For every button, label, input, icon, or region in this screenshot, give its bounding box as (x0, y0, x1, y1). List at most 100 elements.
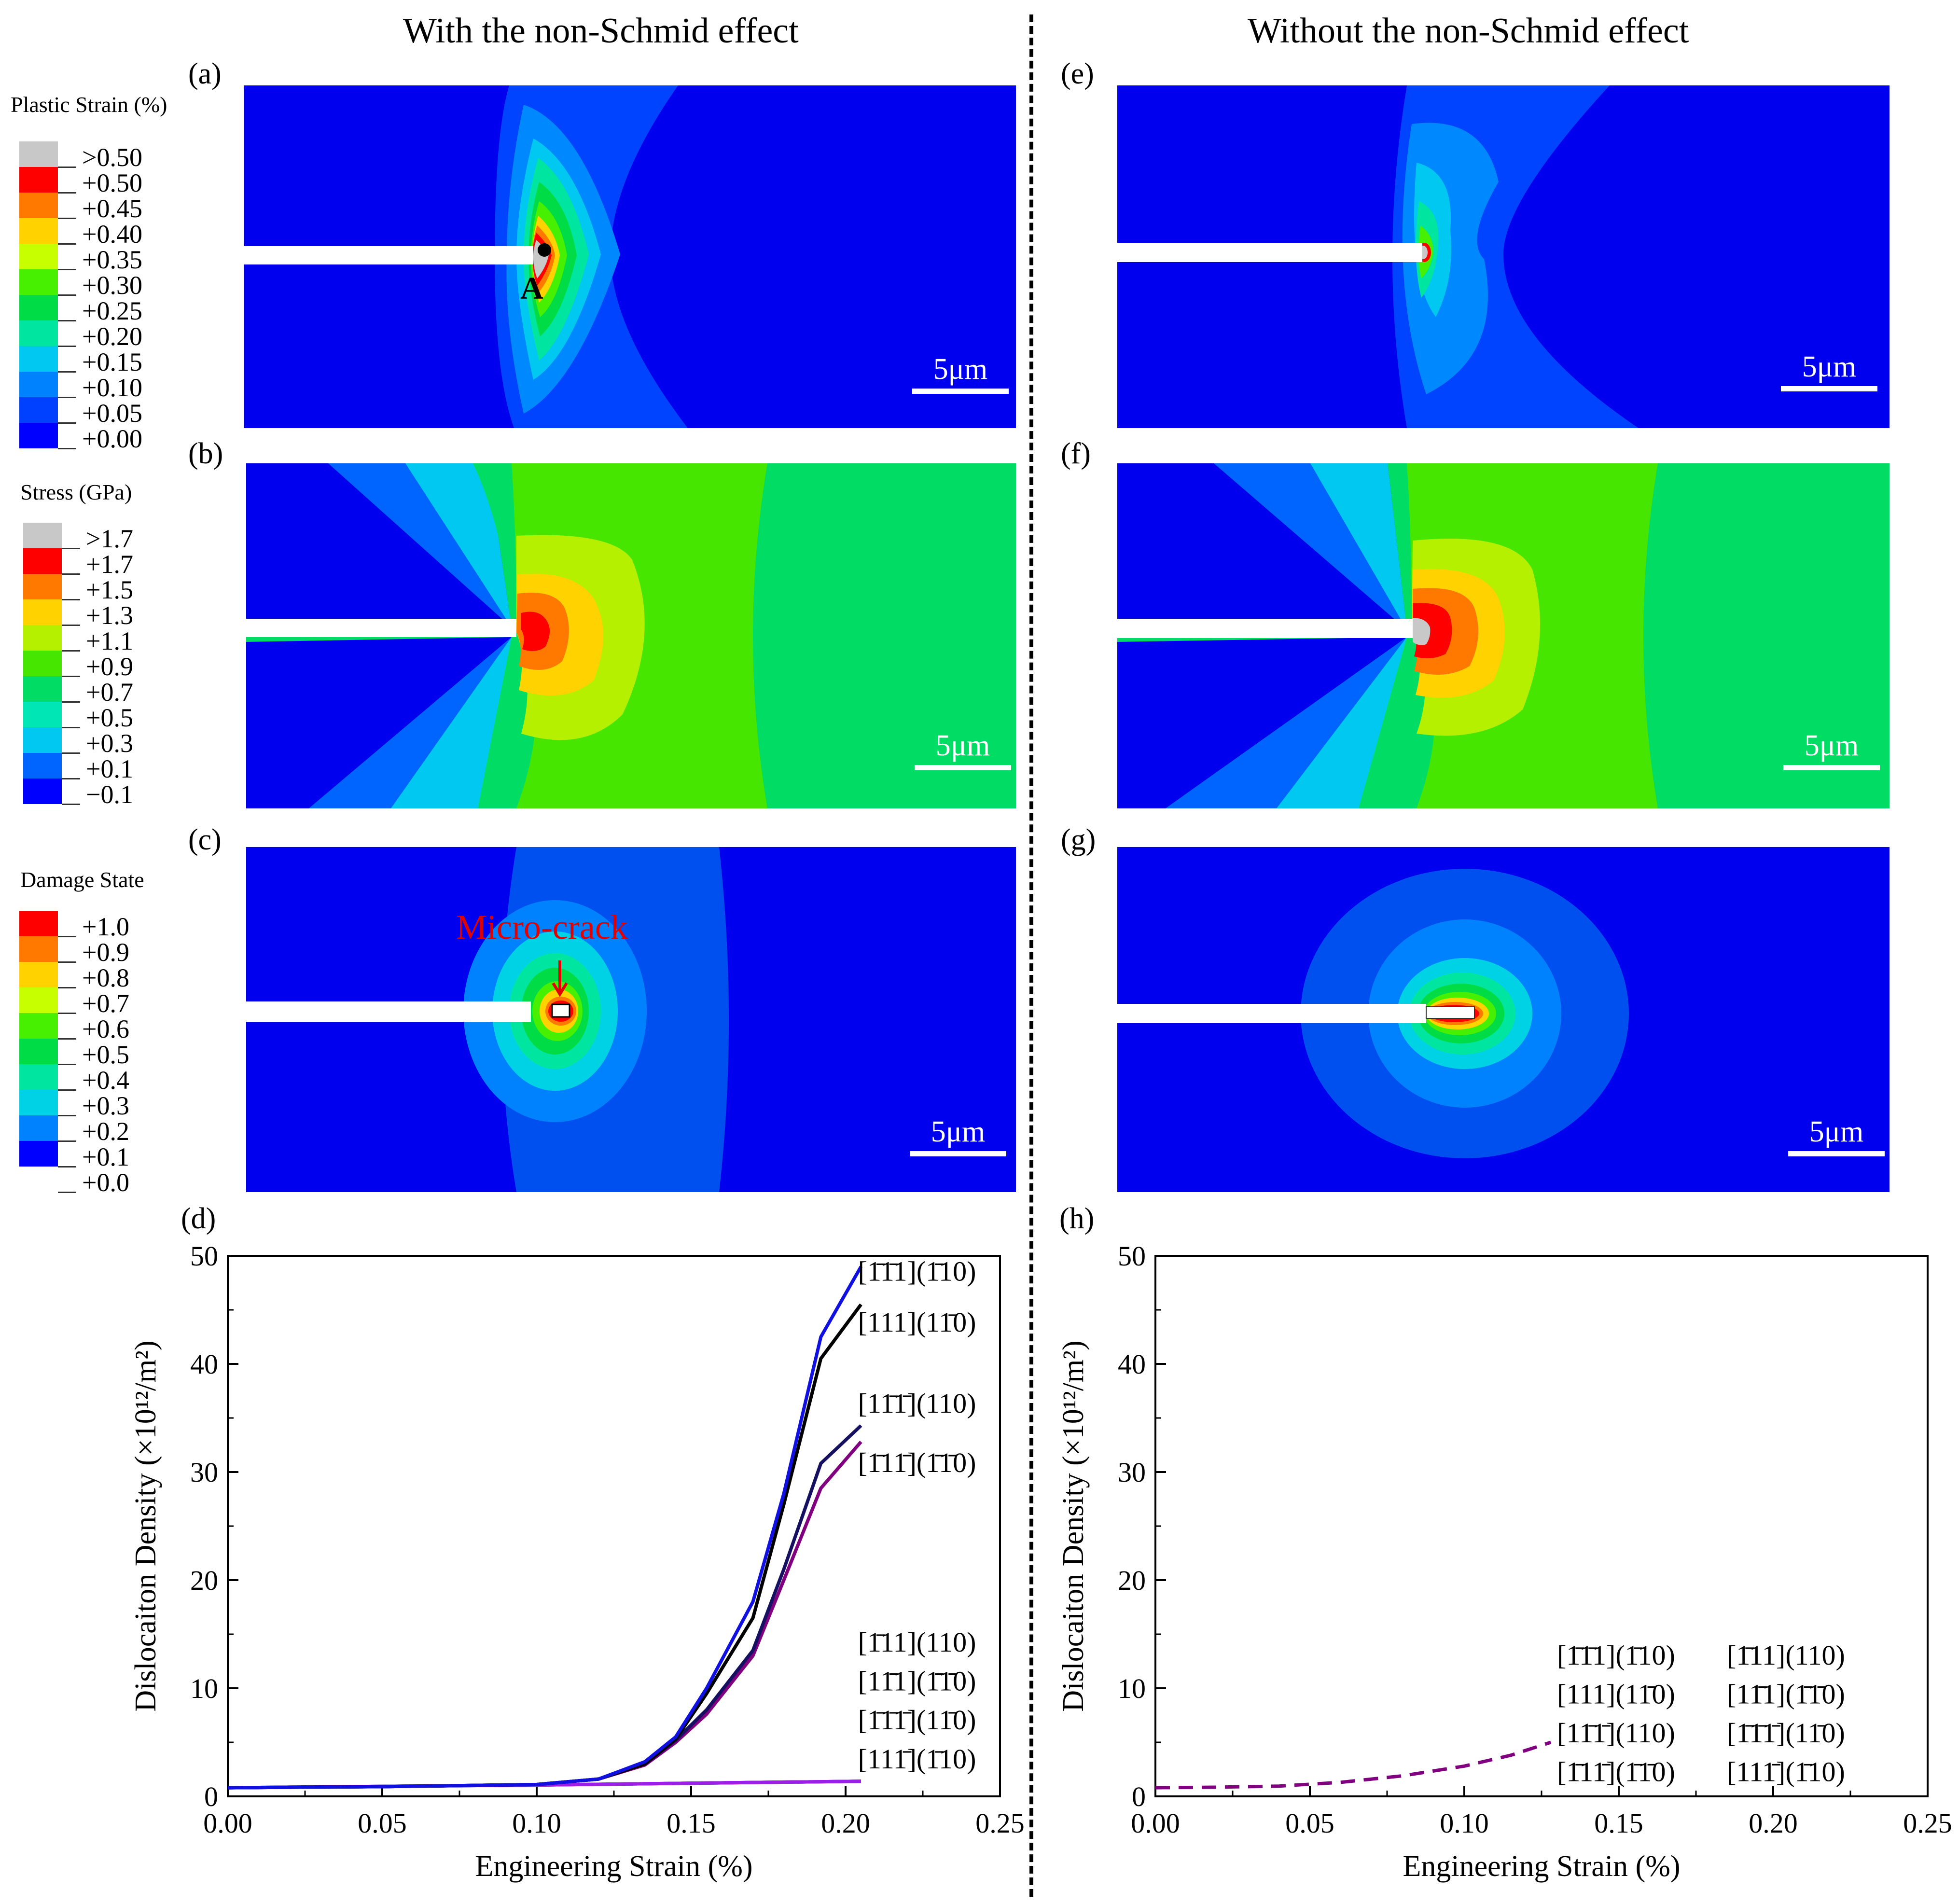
series-label: [11̄1](1̄1̄0) (1727, 1678, 1845, 1709)
series-line (1155, 1740, 1552, 1790)
legend-swatch (23, 778, 62, 804)
series-label: [1̄11̄](1̄1̄0) (858, 1447, 976, 1478)
panel-label-c: (c) (188, 823, 222, 856)
contour-plot-g (1117, 847, 1890, 1192)
x-tick-label: 0.00 (203, 1807, 252, 1839)
legend-entry: +1.5 (23, 574, 216, 604)
legend-tick (62, 701, 80, 703)
legend-entry: +0.9 (23, 651, 216, 681)
x-tick-label: 0.20 (1749, 1807, 1798, 1839)
legend-entry: +0.0 (19, 1167, 212, 1197)
scale-bar-label: 5μm (931, 1115, 986, 1148)
legend-label: +0.40 (82, 220, 142, 249)
x-tick-label: 0.10 (512, 1807, 561, 1839)
series-label: [111](11̄0) (1557, 1678, 1675, 1709)
legend-tick (58, 936, 76, 937)
y-tick-label: 30 (1118, 1457, 1146, 1488)
legend-swatch (19, 269, 58, 295)
legend-label: >1.7 (86, 524, 133, 553)
legend-entry: >0.50 (19, 141, 212, 172)
legend-entry: +0.4 (19, 1064, 212, 1095)
scale-bar-label: 5μm (1802, 350, 1857, 383)
series-label: [1̄1̄1̄](11̄0) (1727, 1717, 1845, 1749)
scale-bar-b: 5μm (912, 729, 1014, 770)
legend-tick (58, 371, 76, 373)
legend-swatch (19, 244, 58, 269)
x-tick-label: 0.25 (975, 1807, 1025, 1839)
legend-swatch (23, 753, 62, 778)
legend-swatch (19, 911, 58, 936)
legend-label: +0.6 (82, 1015, 129, 1043)
legend-label: +0.2 (82, 1117, 129, 1146)
legend-entry: +0.9 (19, 936, 212, 967)
x-tick-label: 0.05 (358, 1807, 407, 1839)
scale-bar-a: 5μm (910, 352, 1011, 394)
legend-swatch (23, 676, 62, 702)
micro-crack-label: Micro-crack (456, 908, 628, 946)
legend-tick (58, 294, 76, 296)
scale-bar-label: 5μm (933, 353, 988, 386)
y-tick-label: 40 (190, 1348, 218, 1380)
legend-label: +0.00 (82, 424, 142, 453)
legend-label: +1.1 (86, 626, 133, 655)
legend-entry: +1.0 (19, 911, 212, 941)
legend-tick (58, 192, 76, 194)
legend-label: +0.5 (82, 1040, 129, 1069)
legend-title-stress: Stress (GPa) (20, 480, 132, 504)
series-label: [1̄1̄1](1̄10) (858, 1256, 976, 1287)
legend-entry: +0.15 (19, 346, 212, 376)
series-label: [111̄](1̄10) (1727, 1756, 1845, 1788)
legend-entry: +0.1 (23, 753, 216, 783)
x-tick-label: 0.15 (1594, 1807, 1643, 1839)
legend-tick (62, 573, 80, 575)
legend-tick (58, 1140, 76, 1142)
legend-tick (58, 1089, 76, 1091)
legend-tick (58, 1038, 76, 1040)
legend-label: +0.35 (82, 245, 142, 274)
legend-label: +1.0 (82, 912, 129, 941)
scale-bar-c: 5μm (907, 1115, 1009, 1156)
legend-swatch (19, 320, 58, 346)
legend-swatch (19, 987, 58, 1013)
legend-swatch (19, 167, 58, 193)
scale-bar-label: 5μm (1804, 729, 1859, 762)
y-tick-label: 10 (1118, 1673, 1146, 1704)
contour-plot-a (244, 85, 1016, 428)
series-label: [111̄](1̄10) (858, 1743, 976, 1775)
legend-entry: +0.8 (19, 962, 212, 992)
series-label: [1̄11̄](1̄1̄0) (1557, 1756, 1675, 1788)
legend-tick (62, 676, 80, 677)
legend-label: +0.20 (82, 322, 142, 351)
contour-plot-e (1117, 85, 1890, 428)
x-tick-label: 0.20 (821, 1807, 870, 1839)
legend-tick (62, 778, 80, 779)
scale-bar-label: 5μm (935, 729, 990, 762)
legend-entry: +0.5 (23, 702, 216, 732)
legend-label: +0.25 (82, 296, 142, 325)
legend-swatch (19, 423, 58, 448)
chart-h: 0.00 0.05 0.10 0.15 0.20 0.25 0 10 20 30 40 50 Engin… (1033, 1226, 1957, 1902)
legend-tick (58, 1192, 76, 1193)
y-tick-label: 50 (190, 1240, 218, 1272)
y-tick-label: 0 (1132, 1781, 1146, 1812)
legend-label: +0.1 (86, 754, 133, 783)
legend-tick (62, 548, 80, 549)
legend-tick (58, 167, 76, 168)
legend-swatch (23, 574, 62, 599)
legend-entry: +1.3 (23, 599, 216, 630)
legend-swatch (19, 346, 58, 372)
legend-tick (58, 269, 76, 270)
legend-label: +0.3 (82, 1091, 129, 1120)
legend-label: +0.50 (82, 168, 142, 197)
legend-swatch (23, 523, 62, 548)
right-column-title: Without the non-Schmid effect (1248, 11, 1689, 51)
legend-label: +0.10 (82, 373, 142, 402)
legend-label: +0.3 (86, 729, 133, 758)
chart-d: 0.00 0.05 0.10 0.15 0.20 0.25 0 10 20 30 40 50 Engin… (0, 1226, 1028, 1902)
legend-entry: +0.1 (19, 1141, 212, 1171)
legend-swatch (23, 599, 62, 625)
legend-entry: +0.05 (19, 397, 212, 428)
series-label: [1̄1̄1](1̄10) (1557, 1640, 1675, 1671)
series-label: [11̄1̄](110) (1557, 1717, 1675, 1749)
legend-label: +0.4 (82, 1066, 129, 1095)
